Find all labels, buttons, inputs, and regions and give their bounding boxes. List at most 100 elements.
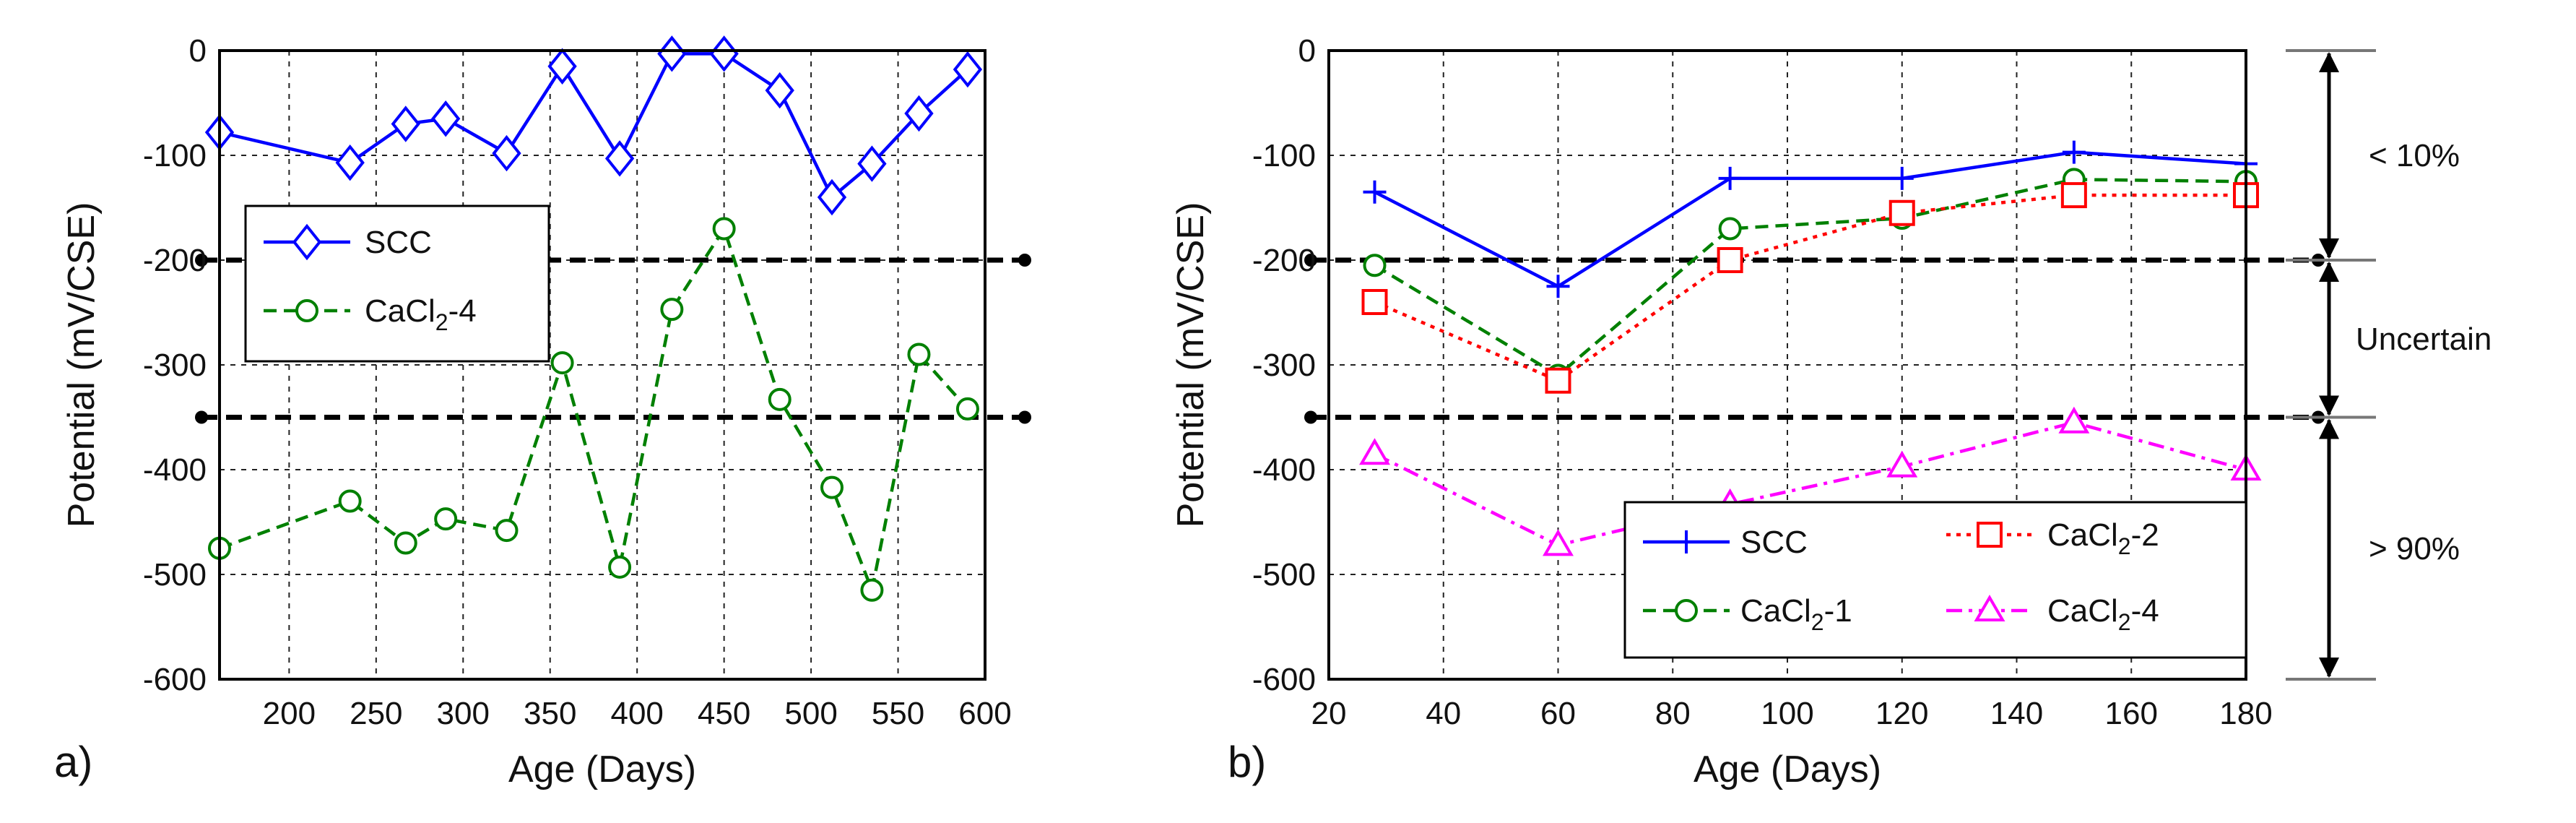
data-point [495,519,519,543]
x-tick-label: 100 [1761,696,1813,731]
arrow-head-down [2319,658,2339,678]
legend-marker [1675,599,1698,622]
data-point [391,105,420,142]
threshold-dot [1018,254,1031,267]
series-line [219,225,969,596]
threshold-dot [1304,254,1317,267]
data-point [955,397,979,421]
data-point [2058,406,2090,434]
x-tick-label: 500 [784,696,837,731]
y-tick-label: -600 [143,662,207,697]
arrow-head-up [2319,418,2339,439]
plot-frame [218,49,986,681]
y-tick-label: 0 [189,33,207,69]
data-point [431,100,461,137]
data-point [660,298,684,322]
data-point [434,507,458,531]
y-tick-label: -300 [1252,348,1316,383]
legend-marker [1977,522,2003,548]
legend-label-base: CaCl [1740,593,1811,629]
legend-marker [292,223,322,261]
x-tick-label: 300 [437,696,490,731]
legend-label-suffix: -4 [448,293,477,329]
panel-letter: b) [1228,738,1266,786]
y-axis-label: Potential (mV/CSE) [61,202,103,528]
x-tick-label: 60 [1540,696,1576,731]
panel-a: 200 250 300 350 400 450 500 550 600 0 -100 -200 -300… [54,33,1031,790]
legend-label: CaCl2-4 [2047,593,2159,635]
data-point [953,51,983,88]
x-axis-label: Age (Days) [1694,749,1881,790]
data-point [657,35,687,72]
threshold-dot [195,254,208,267]
legend-label-base: CaCl [365,293,435,329]
x-tick-label: 140 [1990,696,2043,731]
series-scc [1363,140,2258,298]
legend-label-suffix: -1 [1824,593,1852,629]
data-point [1363,254,1387,277]
legend: SCC CaCl2-4 [244,204,550,363]
zone-arrow-high [2319,52,2339,259]
y-tick-label: -200 [1252,243,1316,278]
probability-annotations: < 10% Uncertain > 90% [2286,49,2492,681]
x-tick-label: 550 [872,696,924,731]
y-tick-label: -400 [1252,452,1316,488]
data-point [1363,180,1387,204]
y-axis-label: Potential (mV/CSE) [1170,202,1212,528]
threshold-dot [195,410,208,424]
legend-label-subscript: 2 [2118,533,2131,559]
data-point [1890,166,1914,190]
legend-marker [1974,595,2005,621]
data-point [907,342,931,366]
zone-arrow-mid [2319,262,2339,416]
x-tick-label: 40 [1426,696,1461,731]
x-tick-label: 120 [1875,696,1928,731]
panel-letter: a) [54,738,92,786]
data-point [1886,450,1918,478]
arrow-head-up [2319,52,2339,72]
series-line [1374,178,2247,378]
x-tick-label: 250 [350,696,402,731]
x-tick-label: 80 [1655,696,1691,731]
legend-label: CaCl2-4 [365,293,477,335]
data-point [1546,275,1570,298]
zone-label-mid: Uncertain [2356,322,2492,357]
data-point [709,35,739,72]
y-tick-label: -100 [143,138,207,173]
legend-label: CaCl2-1 [1740,593,1852,635]
data-point [857,145,887,182]
data-point [768,387,792,411]
zone-label-high: < 10% [2369,138,2460,173]
panel-b: 20 40 60 80 100 120 140 160 180 0 -100 -200 -300 -400… [1170,33,2325,790]
data-point [2062,140,2086,164]
data-point [765,72,794,109]
data-point [550,351,574,375]
legend-label-subscript: 2 [1811,609,1824,635]
x-tick-label: 400 [610,696,663,731]
series-cacl2-2 [1361,182,2259,394]
plot-frame [1327,49,2247,681]
series-line [1374,193,2246,383]
data-point [608,555,632,579]
legend-label-subscript: 2 [2118,609,2131,635]
y-tick-label: -300 [143,348,207,383]
data-point [817,178,847,216]
data-point [338,489,362,513]
y-tick-label: -100 [1252,138,1316,173]
series-line [1374,421,2247,547]
legend-label: SCC [365,225,432,260]
series-line [1374,150,2247,288]
zone-arrow-low [2319,418,2339,678]
y-tick-label: -500 [1252,557,1316,593]
y-tick-label: 0 [1298,33,1316,69]
legend-label-subscript: 2 [435,309,448,335]
y-tick-label: -200 [143,243,207,278]
series-scc [204,35,983,216]
series-cacl2-4 [1359,406,2262,556]
legend-marker [1675,530,1698,553]
legend-label-suffix: -4 [2131,593,2159,629]
x-tick-label: 180 [2219,696,2272,731]
data-point [1361,289,1388,315]
data-point [1543,529,1574,556]
